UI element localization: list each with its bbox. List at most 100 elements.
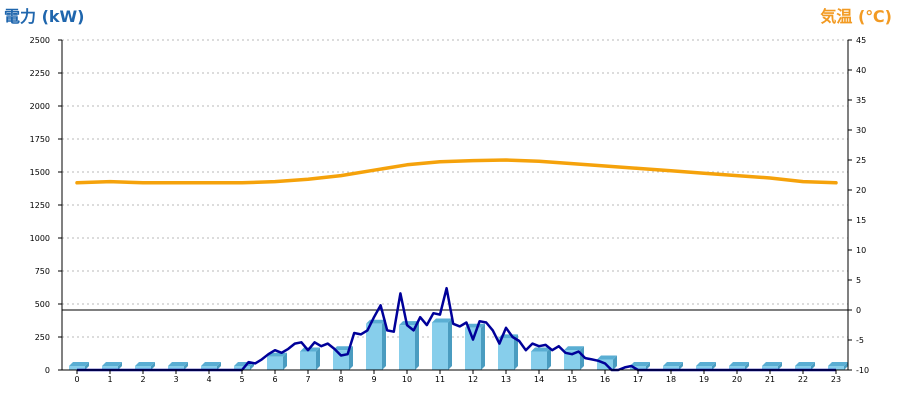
bar-side xyxy=(481,323,485,370)
bar xyxy=(135,362,155,370)
bar-front xyxy=(300,351,316,370)
bar-side xyxy=(646,362,650,370)
x-tick-label: 1 xyxy=(107,375,112,384)
bar-top xyxy=(201,362,221,366)
y-right-tick-label: 25 xyxy=(856,156,866,165)
bar-top xyxy=(663,362,683,366)
x-tick-label: 10 xyxy=(402,375,412,384)
bar-side xyxy=(844,362,848,370)
bar-side xyxy=(712,362,716,370)
bar-side xyxy=(184,362,188,370)
bar-top xyxy=(168,362,188,366)
bar-front xyxy=(564,350,580,370)
x-tick-label: 16 xyxy=(600,375,610,384)
y-left-tick-label: 250 xyxy=(35,333,50,342)
bar-top xyxy=(135,362,155,366)
y-left-tick-label: 0 xyxy=(45,366,50,375)
grid-layer xyxy=(62,39,848,338)
y-right-tick-label: 10 xyxy=(856,246,866,255)
bar-side xyxy=(580,346,584,370)
bar-side xyxy=(118,362,122,370)
y-left-tick-label: 2000 xyxy=(30,102,50,111)
bar-front xyxy=(135,366,151,370)
bar-front xyxy=(201,366,217,370)
x-tick-label: 15 xyxy=(567,375,577,384)
bar xyxy=(498,334,518,370)
bar-top xyxy=(465,323,485,328)
bar-top xyxy=(729,362,749,366)
bar xyxy=(465,323,485,370)
y-right-tick-label: 35 xyxy=(856,96,866,105)
bar xyxy=(729,362,749,370)
y-left-tick-label: 1500 xyxy=(30,168,50,177)
bar-side xyxy=(514,334,518,370)
x-tick-label: 21 xyxy=(765,375,775,384)
x-tick-label: 14 xyxy=(534,375,544,384)
x-tick-label: 13 xyxy=(501,375,511,384)
y-right-tick-label: 15 xyxy=(856,216,866,225)
bar-side xyxy=(613,355,617,370)
bar xyxy=(828,362,848,370)
bar-side xyxy=(745,362,749,370)
x-tick-label: 12 xyxy=(468,375,478,384)
bar xyxy=(69,362,89,370)
bar xyxy=(267,352,287,370)
bar-top xyxy=(762,362,782,366)
bar-front xyxy=(795,366,811,370)
bar-top xyxy=(69,362,89,366)
bar xyxy=(564,346,584,370)
bar-top xyxy=(696,362,716,366)
x-tick-label: 2 xyxy=(140,375,145,384)
y-right-tick-label: 20 xyxy=(856,186,866,195)
bar-front xyxy=(630,366,646,370)
bar-front xyxy=(267,356,283,370)
bar xyxy=(168,362,188,370)
bar xyxy=(399,321,419,370)
bar-side xyxy=(283,352,287,370)
bar-side xyxy=(778,362,782,370)
bar-top xyxy=(630,362,650,366)
bar xyxy=(531,347,551,370)
bar-side xyxy=(151,362,155,370)
x-tick-label: 20 xyxy=(732,375,742,384)
x-tick-label: 3 xyxy=(173,375,178,384)
bar-front xyxy=(531,351,547,370)
bar-top xyxy=(564,346,584,351)
x-tick-label: 8 xyxy=(338,375,343,384)
bar-front xyxy=(828,366,844,370)
x-tick-label: 19 xyxy=(699,375,709,384)
y-left-tick-label: 1000 xyxy=(30,234,50,243)
bar-side xyxy=(85,362,89,370)
bar xyxy=(663,362,683,370)
bar-side xyxy=(217,362,221,370)
x-tick-label: 6 xyxy=(272,375,277,384)
bar-top xyxy=(597,355,617,360)
bar-side xyxy=(316,347,320,370)
bar-top xyxy=(795,362,815,366)
bar-front xyxy=(432,322,448,370)
bar-side xyxy=(547,347,551,370)
power-line xyxy=(77,286,836,372)
bar xyxy=(795,362,815,370)
x-tick-label: 9 xyxy=(371,375,376,384)
bar-front xyxy=(729,366,745,370)
y-right-tick-label: 0 xyxy=(856,306,861,315)
bar xyxy=(762,362,782,370)
bar-top xyxy=(399,321,419,326)
bar-front xyxy=(696,366,712,370)
bar-front xyxy=(102,366,118,370)
y-left-tick-label: 500 xyxy=(35,300,50,309)
y-right-axis-title: 気温 (℃) xyxy=(820,7,892,26)
bar-top xyxy=(102,362,122,366)
bar-front xyxy=(399,325,415,370)
bar-front xyxy=(465,327,481,370)
bar xyxy=(201,362,221,370)
bar-front xyxy=(498,338,514,370)
x-tick-label: 22 xyxy=(798,375,808,384)
bar xyxy=(696,362,716,370)
y-left-tick-label: 1750 xyxy=(30,135,50,144)
bar-front xyxy=(234,366,250,370)
y-right-tick-label: -10 xyxy=(856,366,869,375)
